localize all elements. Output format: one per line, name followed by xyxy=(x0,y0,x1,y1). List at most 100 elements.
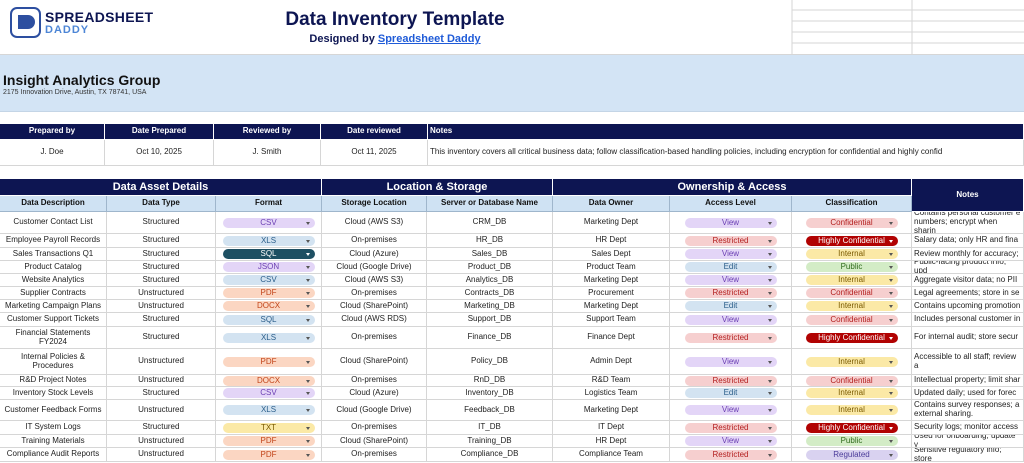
dropdown-chip[interactable]: TXT xyxy=(222,422,315,433)
notes-cell: Legal agreements; store in se xyxy=(912,287,1024,300)
dropdown-chip[interactable]: Confidential xyxy=(805,375,898,386)
dropdown-chip[interactable]: PDF xyxy=(222,436,315,446)
notes-cell: Updated daily; used for forec xyxy=(912,387,1024,400)
data-cell: Compliance Team xyxy=(553,448,670,462)
byline-text: Designed by xyxy=(309,33,375,45)
dropdown-chip[interactable]: XLS xyxy=(222,405,315,415)
group-header: Location & Storage xyxy=(322,179,553,196)
data-cell: Marketing_DB xyxy=(427,300,553,313)
data-cell: IT Dept xyxy=(553,421,670,435)
data-cell: Cloud (SharePoint) xyxy=(322,349,427,375)
dropdown-chip[interactable]: Internal xyxy=(805,301,898,311)
dropdown-chip[interactable]: Confidential xyxy=(805,314,898,325)
notes-cell: Security logs; monitor access xyxy=(912,421,1024,435)
review-value: J. Doe xyxy=(0,140,105,166)
dropdown-chip[interactable]: Restricted xyxy=(684,422,777,433)
dropdown-chip[interactable]: Restricted xyxy=(684,449,777,460)
dropdown-cell: Restricted xyxy=(670,287,792,300)
data-cell: On-premises xyxy=(322,327,427,349)
dropdown-chip[interactable]: SQL xyxy=(222,249,315,259)
dropdown-chip[interactable]: Public xyxy=(805,262,898,272)
dropdown-cell: Regulated xyxy=(792,448,912,462)
dropdown-chip[interactable]: View xyxy=(684,405,777,415)
dropdown-cell: Confidential xyxy=(792,375,912,387)
page-title: Data Inventory Template xyxy=(285,9,505,30)
data-cell: IT System Logs xyxy=(0,421,107,435)
dropdown-cell: DOCX xyxy=(216,300,322,313)
dropdown-chip[interactable]: View xyxy=(684,436,777,446)
top-decor xyxy=(0,0,1024,55)
dropdown-chip[interactable]: Internal xyxy=(805,405,898,415)
dropdown-chip[interactable]: Internal xyxy=(805,388,898,398)
dropdown-chip[interactable]: SQL xyxy=(222,314,315,325)
dropdown-chip[interactable]: Internal xyxy=(805,356,898,367)
review-value: J. Smith xyxy=(214,140,321,166)
dropdown-cell: Edit xyxy=(670,387,792,400)
dropdown-chip[interactable]: Confidential xyxy=(805,288,898,298)
dropdown-chip[interactable]: View xyxy=(684,314,777,325)
data-cell: On-premises xyxy=(322,448,427,462)
dropdown-cell: CSV xyxy=(216,274,322,287)
dropdown-chip[interactable]: DOCX xyxy=(222,375,315,386)
column-header: Data Description xyxy=(0,196,107,212)
notes-cell: Public-facing product info; upd xyxy=(912,261,1024,274)
dropdown-chip[interactable]: Internal xyxy=(805,275,898,285)
data-cell: Compliance_DB xyxy=(427,448,553,462)
dropdown-cell: Public xyxy=(792,435,912,448)
dropdown-chip[interactable]: Public xyxy=(805,436,898,446)
data-cell: On-premises xyxy=(322,375,427,387)
data-cell: Cloud (Azure) xyxy=(322,248,427,261)
dropdown-chip[interactable]: View xyxy=(684,275,777,285)
dropdown-chip[interactable]: Highly Confidential xyxy=(805,422,898,433)
dropdown-cell: Edit xyxy=(670,261,792,274)
dropdown-cell: Internal xyxy=(792,300,912,313)
review-value: Oct 10, 2025 xyxy=(105,140,214,166)
dropdown-chip[interactable]: Regulated xyxy=(805,449,898,460)
dropdown-chip[interactable]: CSV xyxy=(222,388,315,398)
dropdown-chip[interactable]: Restricted xyxy=(684,288,777,298)
dropdown-chip[interactable]: JSON xyxy=(222,262,315,272)
dropdown-chip[interactable]: Edit xyxy=(684,262,777,272)
organization-band: Insight Analytics Group 2175 Innovation … xyxy=(0,55,1024,112)
dropdown-chip[interactable]: Highly Confidential xyxy=(805,235,898,246)
dropdown-chip[interactable]: Internal xyxy=(805,249,898,259)
byline-link[interactable]: Spreadsheet Daddy xyxy=(377,33,481,45)
dropdown-chip[interactable]: PDF xyxy=(222,288,315,298)
dropdown-chip[interactable]: View xyxy=(684,249,777,259)
notes-cell: Used for onboarding; update y xyxy=(912,435,1024,448)
column-header: Data Owner xyxy=(553,196,670,212)
notes-cell: Intellectual property; limit shar xyxy=(912,375,1024,387)
data-cell: Cloud (Google Drive) xyxy=(322,261,427,274)
dropdown-chip[interactable]: CSV xyxy=(222,217,315,228)
logo-text: SPREADSHEET xyxy=(45,9,154,25)
dropdown-cell: CSV xyxy=(216,387,322,400)
dropdown-chip[interactable]: View xyxy=(684,217,777,228)
dropdown-cell: View xyxy=(670,313,792,327)
dropdown-chip[interactable]: Highly Confidential xyxy=(805,332,898,343)
dropdown-chip[interactable]: Restricted xyxy=(684,235,777,246)
dropdown-cell: Highly Confidential xyxy=(792,421,912,435)
data-cell: Structured xyxy=(107,274,216,287)
dropdown-chip[interactable]: XLS xyxy=(222,235,315,246)
column-header: Storage Location xyxy=(322,196,427,212)
dropdown-chip[interactable]: Restricted xyxy=(684,375,777,386)
dropdown-chip[interactable]: DOCX xyxy=(222,301,315,311)
dropdown-chip[interactable]: CSV xyxy=(222,275,315,285)
dropdown-chip[interactable]: Restricted xyxy=(684,332,777,343)
dropdown-chip[interactable]: XLS xyxy=(222,332,315,343)
organization-address: 2175 Innovation Drive, Austin, TX 78741,… xyxy=(3,89,147,96)
data-cell: Sales_DB xyxy=(427,248,553,261)
dropdown-chip[interactable]: Edit xyxy=(684,301,777,311)
data-cell: Marketing Campaign Plans xyxy=(0,300,107,313)
column-header: Access Level xyxy=(670,196,792,212)
dropdown-chip[interactable]: PDF xyxy=(222,356,315,367)
dropdown-cell: View xyxy=(670,400,792,421)
dropdown-chip[interactable]: View xyxy=(684,356,777,367)
dropdown-chip[interactable]: Confidential xyxy=(805,217,898,228)
dropdown-cell: Highly Confidential xyxy=(792,327,912,349)
dropdown-chip[interactable]: PDF xyxy=(222,449,315,460)
data-cell: Support Team xyxy=(553,313,670,327)
review-header: Notes xyxy=(428,124,1024,140)
notes-cell: Contains survey responses; a external sh… xyxy=(912,400,1024,421)
dropdown-chip[interactable]: Edit xyxy=(684,388,777,398)
